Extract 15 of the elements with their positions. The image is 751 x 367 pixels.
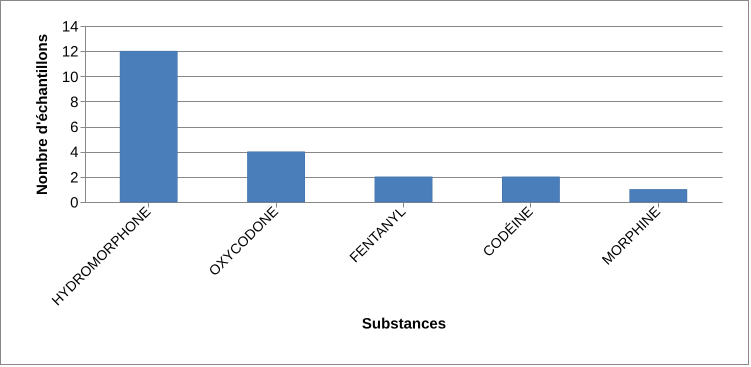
y-tick-label: 0	[70, 194, 78, 212]
x-axis-title: Substances	[362, 316, 446, 332]
y-tick-label: 8	[70, 94, 78, 111]
y-tick-label: 14	[62, 18, 78, 36]
bar	[502, 176, 560, 202]
bar	[629, 189, 688, 202]
y-tick-label: 12	[62, 44, 78, 61]
y-tick-label: 6	[70, 119, 78, 136]
bar	[120, 50, 178, 202]
y-tick-label: 4	[70, 144, 78, 162]
y-axis-title: Nombre d'échantillons	[34, 34, 51, 196]
bar	[374, 176, 432, 202]
bar	[247, 151, 306, 202]
y-tick-label: 2	[70, 169, 78, 186]
y-tick-label: 10	[62, 68, 78, 86]
